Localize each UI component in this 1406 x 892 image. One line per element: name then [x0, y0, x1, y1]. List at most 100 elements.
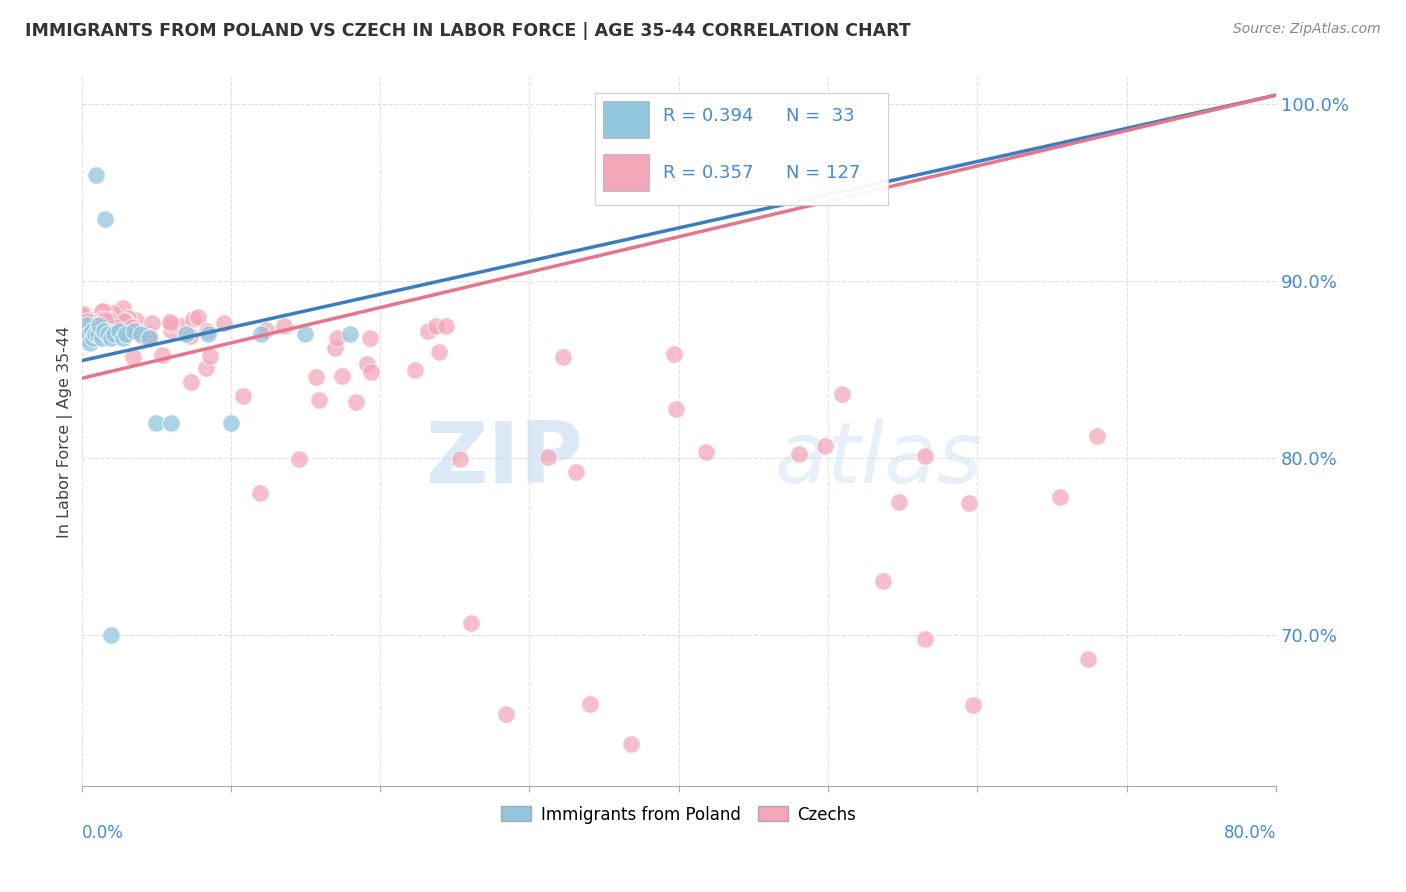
Point — [79, 336, 101, 351]
Y-axis label: In Labor Force | Age 35-44: In Labor Force | Age 35-44 — [58, 326, 73, 538]
Point — [232, 389, 254, 403]
Point — [104, 306, 127, 320]
Point — [537, 450, 560, 465]
Point — [434, 318, 457, 333]
Point — [82, 314, 104, 328]
Point — [1049, 491, 1071, 505]
Point — [77, 327, 100, 342]
Point — [98, 322, 121, 336]
Point — [89, 318, 111, 333]
Text: R = 0.394: R = 0.394 — [664, 107, 754, 126]
Point — [122, 317, 145, 331]
Point — [872, 574, 894, 588]
Point — [93, 324, 115, 338]
Text: ZIP: ZIP — [426, 418, 583, 501]
Text: 80.0%: 80.0% — [1223, 824, 1277, 842]
Point — [90, 325, 112, 339]
Point — [91, 321, 114, 335]
Point — [110, 318, 132, 333]
Point — [962, 698, 984, 713]
Text: N =  33: N = 33 — [786, 107, 855, 126]
Point — [339, 327, 361, 342]
Point — [425, 318, 447, 333]
Point — [662, 347, 685, 361]
Text: atlas: atlas — [775, 418, 983, 501]
Point — [94, 212, 117, 227]
Point — [273, 318, 295, 333]
Point — [121, 350, 143, 364]
Point — [86, 320, 108, 334]
Point — [82, 331, 104, 345]
Point — [160, 317, 183, 331]
Point — [150, 348, 173, 362]
Text: 0.0%: 0.0% — [82, 824, 124, 842]
Point — [197, 327, 219, 342]
Point — [813, 439, 835, 453]
Point — [87, 319, 110, 334]
Point — [139, 330, 162, 344]
Point — [75, 317, 97, 331]
Text: R = 0.357: R = 0.357 — [664, 164, 754, 182]
Point — [122, 324, 145, 338]
Point — [76, 318, 98, 333]
Point — [72, 307, 94, 321]
Point — [73, 324, 96, 338]
Point — [91, 306, 114, 320]
Point — [75, 331, 97, 345]
Point — [160, 323, 183, 337]
Point — [1085, 428, 1108, 442]
Point — [84, 327, 107, 342]
Point — [360, 364, 382, 378]
Point — [84, 321, 107, 335]
Point — [118, 312, 141, 326]
FancyBboxPatch shape — [603, 101, 650, 137]
Point — [84, 318, 107, 333]
Point — [787, 446, 810, 460]
Point — [90, 312, 112, 326]
Point — [104, 320, 127, 334]
Point — [294, 327, 316, 342]
Point — [330, 368, 353, 383]
Point — [93, 313, 115, 327]
Point — [914, 450, 936, 464]
Point — [80, 312, 103, 326]
Point — [93, 304, 115, 318]
Point — [103, 327, 125, 342]
Point — [129, 327, 152, 342]
Point — [620, 738, 643, 752]
Point — [160, 416, 183, 430]
Point — [96, 306, 118, 320]
Point — [73, 318, 96, 333]
Point — [308, 392, 330, 407]
Text: Source: ZipAtlas.com: Source: ZipAtlas.com — [1233, 22, 1381, 37]
Point — [98, 321, 121, 335]
Text: IMMIGRANTS FROM POLAND VS CZECH IN LABOR FORCE | AGE 35-44 CORRELATION CHART: IMMIGRANTS FROM POLAND VS CZECH IN LABOR… — [25, 22, 911, 40]
Point — [429, 345, 451, 359]
FancyBboxPatch shape — [603, 154, 650, 191]
Point — [79, 318, 101, 332]
Point — [198, 349, 221, 363]
Point — [418, 324, 440, 338]
Point — [100, 331, 122, 345]
Point — [578, 697, 600, 711]
Point — [288, 451, 311, 466]
Point — [108, 319, 131, 334]
Point — [94, 326, 117, 340]
Point — [112, 314, 135, 328]
Point — [72, 316, 94, 330]
Point — [565, 465, 588, 479]
Point — [84, 319, 107, 334]
Point — [97, 327, 120, 342]
Point — [86, 168, 108, 182]
Point — [138, 326, 160, 341]
Point — [83, 313, 105, 327]
Point — [94, 310, 117, 325]
Point — [889, 494, 911, 508]
Point — [344, 394, 367, 409]
Point — [138, 331, 160, 345]
Point — [117, 310, 139, 325]
Point — [80, 315, 103, 329]
Point — [73, 318, 96, 332]
Point — [460, 615, 482, 630]
Point — [96, 311, 118, 326]
